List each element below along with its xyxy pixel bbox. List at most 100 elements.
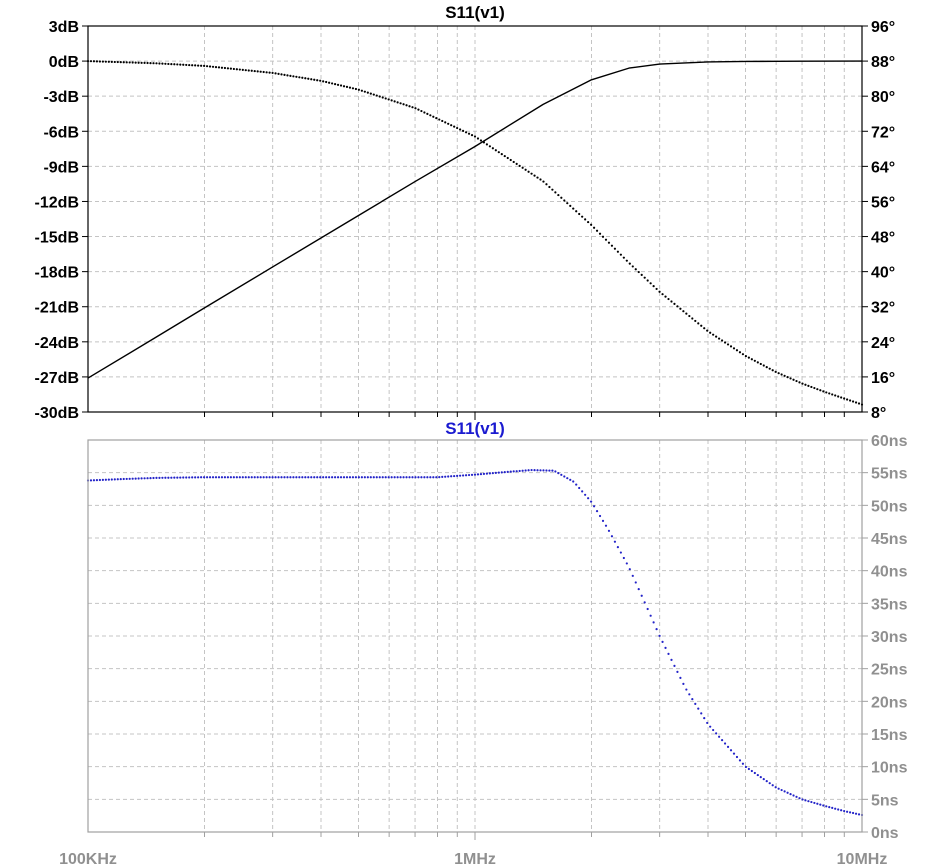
right-tick-label: 48° xyxy=(871,230,895,247)
series-0-point xyxy=(417,476,420,479)
series-0-point xyxy=(232,476,235,479)
series-1-point xyxy=(435,117,438,120)
series-0-point xyxy=(542,469,545,472)
series-1-point xyxy=(116,60,119,64)
series-1-point xyxy=(152,62,155,65)
series-0-point xyxy=(459,474,462,477)
upper-right-tick-labels: 96° 88° 80° 72° 64° 56° 48° 40° 32° 24° 16° 8° xyxy=(871,19,895,422)
series-1-point xyxy=(819,389,822,392)
series-1-point xyxy=(432,115,435,118)
series-0-point xyxy=(601,519,605,522)
series-1-point xyxy=(331,82,334,85)
series-1-point xyxy=(709,331,712,334)
series-1-point xyxy=(706,329,709,332)
series-0-point xyxy=(747,767,750,771)
series-0-point xyxy=(661,640,664,643)
series-1-point xyxy=(765,366,768,369)
series-1-point xyxy=(851,400,855,403)
series-0-point xyxy=(155,476,158,479)
series-1-point xyxy=(685,312,688,315)
series-1-point xyxy=(694,319,697,323)
series-1-point xyxy=(200,64,203,67)
series-0-point xyxy=(280,476,283,479)
left-tick-label: -9dB xyxy=(43,159,79,176)
series-1-point xyxy=(191,64,194,67)
series-0-point xyxy=(253,476,256,479)
series-0-point xyxy=(500,471,503,474)
series-0-point xyxy=(497,471,500,474)
series-1-point xyxy=(253,69,256,73)
right-tick-label: 80° xyxy=(871,89,895,106)
series-1-point xyxy=(729,345,733,348)
left-tick-label: 3dB xyxy=(49,19,79,36)
series-0-point xyxy=(214,476,218,479)
series-0-point xyxy=(658,634,661,637)
lower-chart-title: S11(v1) xyxy=(445,419,505,438)
series-1-point xyxy=(560,196,563,199)
series-0-point xyxy=(143,477,146,480)
right-tick-label: 24° xyxy=(871,335,895,352)
series-1-point xyxy=(339,84,343,87)
series-1-point xyxy=(756,361,759,364)
series-1-point xyxy=(622,256,625,259)
series-0-point xyxy=(319,476,322,479)
series-0-point xyxy=(819,803,822,806)
series-1-point xyxy=(524,168,527,171)
series-0-point xyxy=(411,476,414,479)
series-0-point xyxy=(691,697,694,701)
series-1-point xyxy=(485,143,489,146)
lower-x-tick-labels: 100KHz 1MHz 10MHz xyxy=(59,851,887,868)
series-1-point xyxy=(557,193,560,197)
series-1-point xyxy=(551,188,554,191)
series-1-point xyxy=(762,364,765,367)
series-0-point xyxy=(161,476,164,479)
series-0-point xyxy=(804,799,807,802)
series-1-point xyxy=(688,314,691,318)
series-1-point xyxy=(655,287,658,291)
series-0-point xyxy=(789,793,792,796)
series-0-point xyxy=(92,479,96,482)
series-1-point xyxy=(393,100,396,103)
series-0-point xyxy=(524,469,527,472)
series-0-point xyxy=(834,807,837,810)
series-0-point xyxy=(250,476,253,479)
series-0-point xyxy=(482,472,486,475)
series-0-point xyxy=(378,476,381,479)
series-0-point xyxy=(360,476,363,479)
series-1-point xyxy=(372,93,375,96)
series-0-point xyxy=(464,474,468,477)
series-0-point xyxy=(119,478,122,481)
series-0-point xyxy=(825,805,828,808)
series-1-point xyxy=(456,126,459,130)
series-0-point xyxy=(851,811,855,815)
series-0-point xyxy=(158,476,161,479)
series-1-point xyxy=(411,106,414,109)
series-0-point xyxy=(325,476,328,479)
series-0-point xyxy=(131,477,134,480)
series-1-point xyxy=(822,390,825,393)
series-0-point xyxy=(786,791,789,794)
series-0-point xyxy=(226,476,230,479)
series-0-point xyxy=(298,476,301,479)
series-0-point xyxy=(637,587,640,591)
series-0-point xyxy=(712,728,715,732)
series-0-point xyxy=(217,476,221,479)
series-0-point xyxy=(447,475,450,478)
series-0-point xyxy=(467,473,471,477)
series-1-point xyxy=(509,158,512,162)
series-0-point xyxy=(113,478,116,481)
series-1-point xyxy=(143,61,146,65)
series-1-point xyxy=(700,324,703,327)
series-0-point xyxy=(345,476,349,479)
series-0-point xyxy=(304,476,307,479)
series-1-point xyxy=(801,382,804,385)
series-0-point xyxy=(450,475,453,478)
series-1-point xyxy=(732,347,736,350)
series-1-point xyxy=(232,67,235,71)
series-0-point xyxy=(843,809,846,813)
series-1-point xyxy=(316,79,319,82)
series-1-point xyxy=(137,61,140,64)
series-1-point xyxy=(828,392,831,395)
series-0-point xyxy=(631,574,634,577)
right-tick-label: 15ns xyxy=(871,727,908,744)
